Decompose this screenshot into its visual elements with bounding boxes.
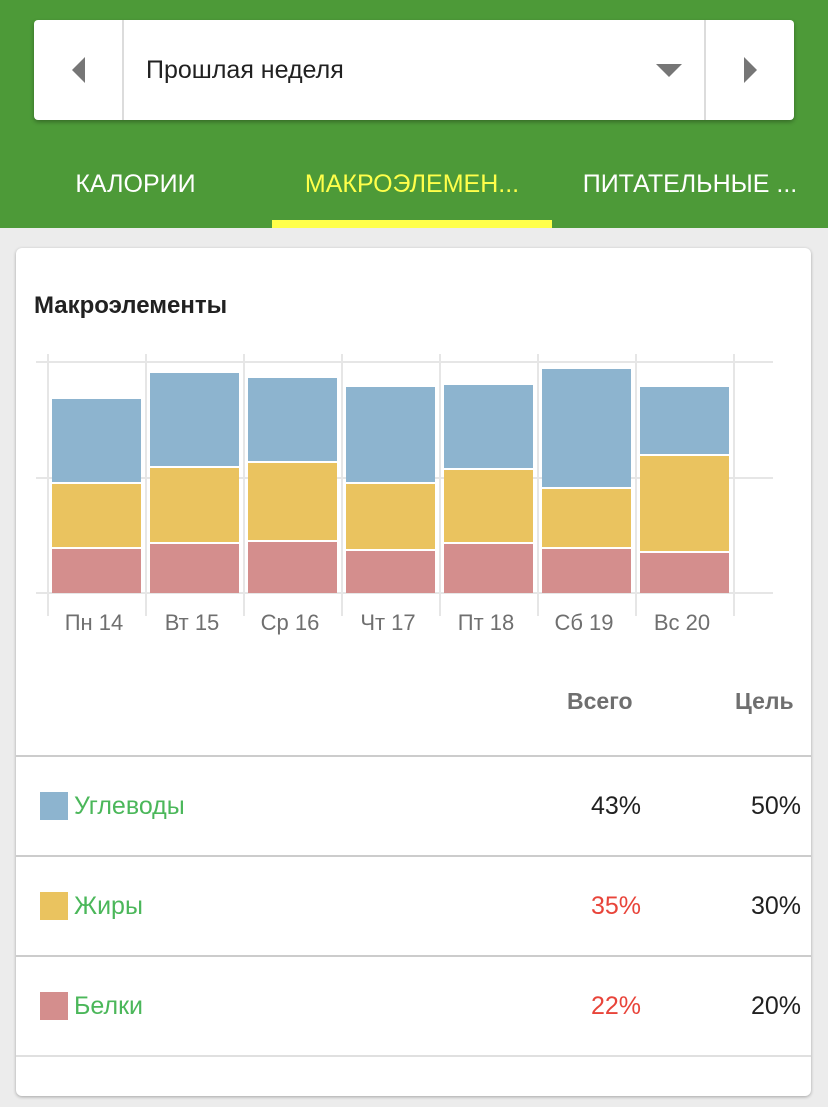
tab-label: ПИТАТЕЛЬНЫЕ ...	[582, 169, 798, 198]
row-total: 43%	[590, 791, 641, 820]
bar-segment	[346, 549, 435, 593]
tab-bar: КАЛОРИИ МАКРОЭЛЕМЕН... ПИТАТЕЛЬНЫЕ ...	[0, 140, 828, 228]
table-footer-divider	[16, 1055, 811, 1096]
vertical-gridline	[341, 354, 343, 616]
bar-stack[interactable]	[248, 375, 337, 593]
bar-segment	[52, 396, 141, 483]
bar-segment	[346, 385, 435, 483]
header: Прошлая неделя КАЛОРИИ МАКРОЭЛЕМЕН... ПИ…	[0, 0, 828, 228]
bar-segment	[248, 375, 337, 462]
tab-macronutrients[interactable]: МАКРОЭЛЕМЕН...	[272, 140, 552, 228]
row-label[interactable]: Углеводы	[40, 757, 185, 855]
tab-calories[interactable]: КАЛОРИИ	[0, 140, 272, 228]
legend-swatch-carbs	[40, 792, 68, 820]
bar-stack[interactable]	[346, 385, 435, 593]
x-axis-label: Пн 14	[64, 610, 124, 635]
row-label[interactable]: Жиры	[40, 857, 143, 955]
vertical-gridline	[145, 354, 147, 616]
tab-nutrients[interactable]: ПИТАТЕЛЬНЫЕ ...	[552, 140, 828, 228]
bar-stack[interactable]	[444, 382, 533, 593]
x-axis-label: Вт 15	[164, 610, 220, 635]
bar-segment	[542, 366, 631, 487]
row-goal: 30%	[750, 891, 801, 920]
active-tab-indicator	[272, 220, 552, 228]
tab-label: КАЛОРИИ	[75, 169, 196, 198]
bar-segment	[52, 546, 141, 593]
bar-segment	[640, 454, 729, 552]
triangle-right-icon	[743, 57, 757, 83]
bar-segment	[640, 385, 729, 455]
triangle-down-icon	[656, 63, 682, 77]
bar-segment	[542, 546, 631, 593]
gridline	[36, 361, 773, 363]
column-header-total: Всего	[567, 688, 633, 714]
table-row[interactable]: Белки 22% 20%	[16, 955, 811, 1055]
row-total: 22%	[590, 991, 641, 1020]
bar-segment	[248, 539, 337, 593]
legend-swatch-protein	[40, 992, 68, 1020]
row-goal: 20%	[750, 991, 801, 1020]
tab-label: МАКРОЭЛЕМЕН...	[304, 169, 520, 198]
bar-segment	[444, 542, 533, 593]
previous-period-button[interactable]	[34, 20, 124, 120]
period-selector: Прошлая неделя	[34, 20, 794, 120]
bar-stack[interactable]	[640, 385, 729, 593]
period-dropdown[interactable]: Прошлая неделя	[124, 20, 704, 120]
next-period-button[interactable]	[704, 20, 794, 120]
legend-swatch-fat	[40, 892, 68, 920]
vertical-gridline	[47, 354, 49, 616]
row-total: 35%	[590, 891, 641, 920]
bar-segment	[444, 468, 533, 543]
row-name: Углеводы	[74, 791, 185, 820]
x-axis-label: Вс 20	[653, 610, 711, 635]
row-name: Белки	[74, 991, 143, 1020]
bar-segment	[150, 542, 239, 593]
bar-segment	[150, 371, 239, 466]
table-row[interactable]: Углеводы 43% 50%	[16, 755, 811, 855]
row-goal: 50%	[750, 791, 801, 820]
vertical-gridline	[243, 354, 245, 616]
x-axis-label: Чт 17	[360, 610, 416, 635]
table-row[interactable]: Жиры 35% 30%	[16, 855, 811, 955]
bar-segment	[150, 465, 239, 543]
macros-card: Макроэлементы Пн 14 Вт 15 Ср 16 Чт 17 Пт 18 С…	[16, 248, 811, 1096]
stacked-bar-chart: Пн 14 Вт 15 Ср 16 Чт 17 Пт 18 Сб 19 Вс 20	[16, 248, 811, 648]
column-header-goal: Цель	[735, 688, 794, 714]
x-axis-label: Ср 16	[260, 610, 320, 635]
bar-segment	[640, 551, 729, 593]
x-axis-label: Пт 18	[457, 610, 515, 635]
x-axis-label: Сб 19	[554, 610, 614, 635]
bar-segment	[444, 382, 533, 469]
bar-segment	[52, 482, 141, 547]
card-title: Макроэлементы	[34, 292, 228, 319]
vertical-gridline	[439, 354, 441, 616]
row-name: Жиры	[74, 891, 143, 920]
bar-segment	[248, 461, 337, 540]
bar-segment	[542, 486, 631, 547]
bar-segment	[346, 482, 435, 550]
bar-stack[interactable]	[150, 371, 239, 593]
bar-stack[interactable]	[542, 366, 631, 593]
vertical-gridline	[537, 354, 539, 616]
triangle-left-icon	[71, 57, 85, 83]
vertical-gridline	[733, 354, 735, 616]
gridline	[36, 592, 773, 594]
vertical-gridline	[635, 354, 637, 616]
row-label[interactable]: Белки	[40, 957, 143, 1055]
bar-stack[interactable]	[52, 396, 141, 593]
period-label: Прошлая неделя	[146, 55, 344, 84]
